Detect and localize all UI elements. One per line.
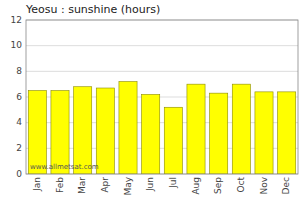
x-tick-label: Aug xyxy=(191,177,201,195)
x-tick-label: Jul xyxy=(168,177,178,189)
chart-svg: 0 2 4 6 8 10 12 Jan Feb Mar Apr May Jun Jul Aug Sep Oct N… xyxy=(0,0,306,200)
bar xyxy=(187,84,205,174)
x-tick-label: Nov xyxy=(259,176,269,194)
watermark: www.allmetsat.com xyxy=(30,163,99,171)
title: Yeosu : sunshine (hours) xyxy=(25,3,160,16)
bar xyxy=(28,91,46,174)
y-tick-label: 0 xyxy=(16,169,22,179)
bar xyxy=(142,94,160,174)
y-tick-label: 10 xyxy=(11,40,23,50)
grid-line xyxy=(26,71,298,72)
bars xyxy=(28,82,295,174)
plot-frame xyxy=(26,20,298,174)
bar xyxy=(210,93,228,174)
bar xyxy=(232,84,250,174)
x-tick-label: Mar xyxy=(77,177,87,194)
x-tick-label: Dec xyxy=(281,177,291,194)
y-tick-label: 2 xyxy=(16,143,22,153)
x-tick-label: Jan xyxy=(32,177,42,192)
bar xyxy=(96,88,114,174)
grid xyxy=(26,20,298,174)
x-tick-label: Feb xyxy=(55,177,65,193)
grid-line xyxy=(26,45,298,46)
y-tick-label: 4 xyxy=(16,117,22,127)
bar xyxy=(51,91,69,174)
chart-container: 0 2 4 6 8 10 12 Jan Feb Mar Apr May Jun Jul Aug Sep Oct N… xyxy=(0,0,306,200)
x-tick-label: Oct xyxy=(236,177,246,193)
bar xyxy=(164,107,182,174)
y-tick-label: 6 xyxy=(16,92,22,102)
y-tick-label: 8 xyxy=(16,66,22,76)
x-tick-label: Jun xyxy=(145,177,155,192)
bar xyxy=(278,92,296,174)
x-tick-label: Sep xyxy=(213,177,223,194)
bar xyxy=(255,92,273,174)
bar xyxy=(74,87,92,174)
y-tick-label: 12 xyxy=(11,15,22,25)
bar xyxy=(119,82,137,174)
x-tick-label: May xyxy=(123,176,133,195)
x-tick-label: Apr xyxy=(100,177,110,193)
